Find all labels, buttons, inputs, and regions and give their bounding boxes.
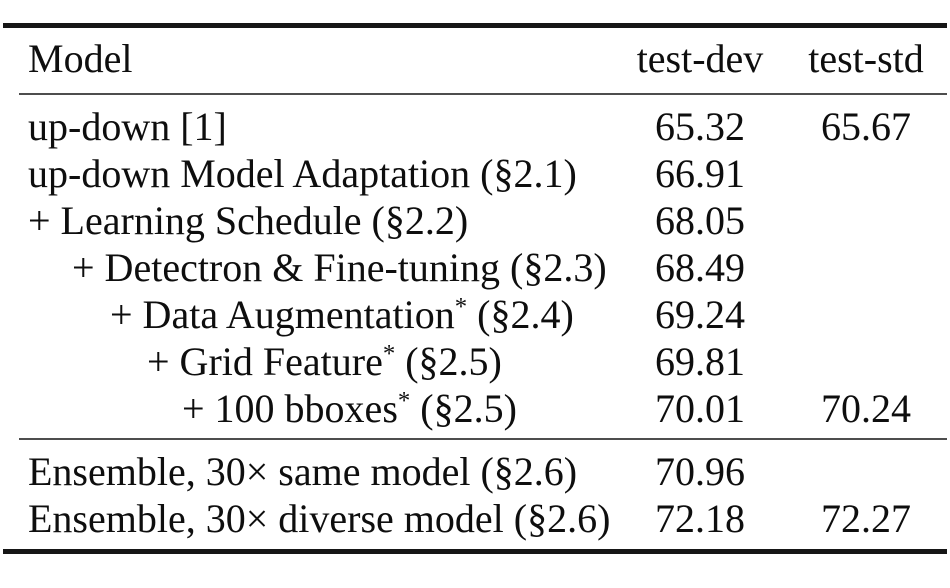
table-row: + 100 bboxes* (§2.5) 70.01 70.24 [3,385,947,432]
superscript-asterisk: * [397,386,411,414]
test-dev-value: 70.96 [655,448,745,494]
model-label: up-down [1] [28,103,227,149]
model-label: + 100 bboxes [182,385,398,431]
model-cell: Ensemble, 30× same model (§2.6) [3,448,615,494]
test-dev-value: 65.32 [655,103,745,149]
table-row: + Learning Schedule (§2.2) 68.05 [3,197,947,244]
model-label: + Data Augmentation [110,291,455,337]
model-label: up-down Model Adaptation (§2.1) [28,150,577,196]
ablation-section: up-down [1] 65.32 65.67 up-down Model Ad… [3,95,947,438]
model-label-suffix: (§2.5) [395,338,502,384]
test-std-value: 70.24 [821,385,911,431]
test-dev-value: 66.91 [655,150,745,196]
model-label: Ensemble, 30× diverse model (§2.6) [28,495,611,541]
table-row: up-down Model Adaptation (§2.1) 66.91 [3,150,947,197]
model-label: Ensemble, 30× same model (§2.6) [28,448,578,494]
model-cell: up-down Model Adaptation (§2.1) [3,150,615,196]
model-cell: Ensemble, 30× diverse model (§2.6) [3,495,615,541]
table-row: + Detectron & Fine-tuning (§2.3) 68.49 [3,244,947,291]
bottom-rule [3,549,947,554]
model-cell: + Learning Schedule (§2.2) [3,197,615,243]
superscript-asterisk: * [382,339,396,367]
table-row: Ensemble, 30× same model (§2.6) 70.96 [3,448,947,495]
model-cell: + Grid Feature* (§2.5) [3,338,615,384]
superscript-asterisk: * [454,292,468,320]
test-dev-value: 68.05 [655,197,745,243]
column-header-test-std: test-std [808,36,924,81]
model-label: + Learning Schedule (§2.2) [28,197,469,243]
table-header-row: Model test-dev test-std [3,28,947,93]
model-cell: + Data Augmentation* (§2.4) [3,291,615,337]
top-rule [3,23,947,28]
model-label-suffix: (§2.4) [467,291,574,337]
test-dev-value: 70.01 [655,385,745,431]
column-header-test-dev: test-dev [636,36,764,81]
column-header-model: Model [28,36,133,81]
model-label: + Grid Feature [147,338,383,384]
table-row: + Data Augmentation* (§2.4) 69.24 [3,291,947,338]
test-dev-value: 68.49 [655,244,745,290]
mid-rule [19,438,947,440]
header-rule [19,93,947,95]
ensemble-section: Ensemble, 30× same model (§2.6) 70.96 En… [3,440,947,549]
model-label-suffix: (§2.5) [410,385,517,431]
model-cell: up-down [1] [3,103,615,149]
table-row: Ensemble, 30× diverse model (§2.6) 72.18… [3,495,947,542]
table-row: + Grid Feature* (§2.5) 69.81 [3,338,947,385]
model-cell: + 100 bboxes* (§2.5) [3,385,615,431]
model-label: + Detectron & Fine-tuning (§2.3) [72,244,607,290]
test-dev-value: 72.18 [655,495,745,541]
results-table: Model test-dev test-std up-down [1] 65.3… [3,23,947,554]
test-std-value: 72.27 [821,495,911,541]
test-dev-value: 69.81 [655,338,745,384]
test-std-value: 65.67 [821,103,911,149]
model-cell: + Detectron & Fine-tuning (§2.3) [3,244,615,290]
test-dev-value: 69.24 [655,291,745,337]
table-row: up-down [1] 65.32 65.67 [3,103,947,150]
